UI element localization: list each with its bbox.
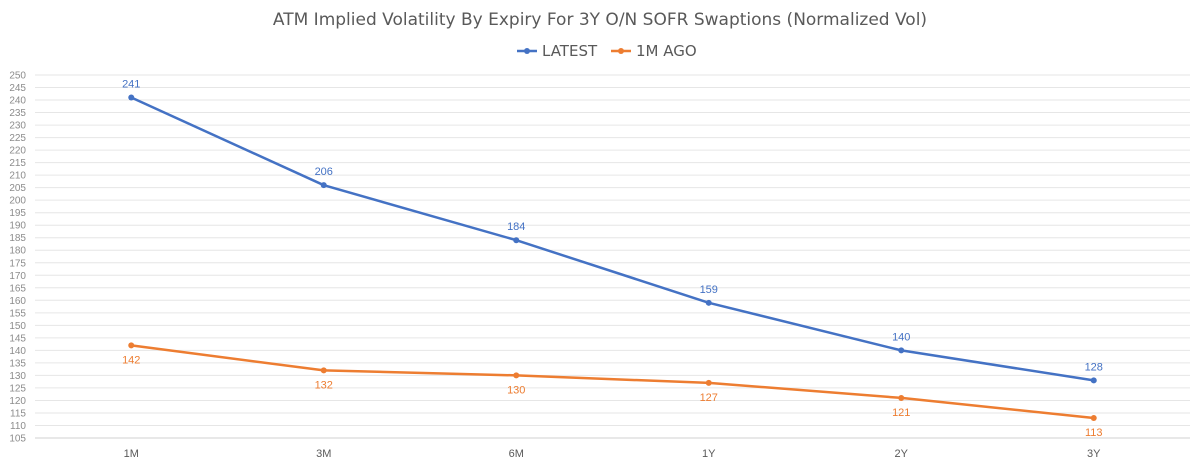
data-labels: 241 206 184 159 140 128 142 132 130 127 121 113 <box>122 79 1103 439</box>
y-tick-label: 230 <box>9 121 26 132</box>
y-tick-label: 180 <box>9 246 26 257</box>
y-tick-label: 170 <box>9 271 26 282</box>
y-tick-label: 245 <box>9 83 26 94</box>
y-tick-label: 150 <box>9 321 26 332</box>
data-label: 132 <box>315 379 333 391</box>
data-label: 241 <box>122 79 140 91</box>
data-label: 127 <box>700 392 718 404</box>
y-tick-label: 215 <box>9 158 26 169</box>
y-tick-label: 110 <box>10 421 26 432</box>
legend-label-1m-ago: 1M AGO <box>636 42 697 60</box>
x-axis: 1M 3M 6M 1Y 2Y 3Y <box>35 437 1190 460</box>
x-tick-label: 3M <box>316 448 331 460</box>
y-tick-label: 145 <box>9 333 26 344</box>
data-point <box>320 182 327 189</box>
y-tick-label: 200 <box>9 196 26 207</box>
data-label: 206 <box>315 166 333 178</box>
x-tick-label: 1M <box>124 448 139 460</box>
series-line-latest <box>130 96 1094 382</box>
y-tick-label: 195 <box>9 208 26 219</box>
y-tick-label: 155 <box>9 308 26 319</box>
y-tick-label: 125 <box>9 383 26 394</box>
data-label: 184 <box>507 221 525 233</box>
x-tick-label: 2Y <box>895 448 909 460</box>
legend-item-latest: LATEST <box>517 42 598 60</box>
data-point <box>898 394 905 401</box>
legend-marker-latest <box>524 48 530 54</box>
data-point <box>1090 414 1097 421</box>
data-label: 140 <box>892 331 910 343</box>
x-tick-label: 3Y <box>1087 448 1101 460</box>
data-point <box>513 372 520 379</box>
y-tick-label: 135 <box>9 358 26 369</box>
y-tick-label: 205 <box>9 183 26 194</box>
data-point <box>705 299 712 306</box>
y-tick-label: 105 <box>9 434 26 445</box>
data-label: 159 <box>700 284 718 296</box>
data-label: 128 <box>1085 361 1103 373</box>
y-tick-label: 225 <box>9 133 26 144</box>
y-tick-label: 250 <box>9 71 26 82</box>
x-tick-label: 6M <box>509 448 524 460</box>
series-layer <box>128 94 1097 421</box>
data-label: 142 <box>122 354 140 366</box>
y-tick-label: 185 <box>9 233 26 244</box>
gridlines <box>35 74 1190 439</box>
data-label: 121 <box>892 407 910 419</box>
y-tick-label: 190 <box>9 221 26 232</box>
data-point <box>898 347 905 354</box>
chart-title: ATM Implied Volatility By Expiry For 3Y … <box>273 10 927 30</box>
legend-label-latest: LATEST <box>542 42 598 60</box>
x-tick-label: 1Y <box>702 448 716 460</box>
legend-item-1m-ago: 1M AGO <box>611 42 697 60</box>
y-tick-label: 175 <box>9 258 26 269</box>
data-point <box>513 237 520 244</box>
y-tick-label: 120 <box>9 396 26 407</box>
legend: LATEST 1M AGO <box>517 42 697 60</box>
legend-marker-1m-ago <box>618 48 624 54</box>
data-point <box>320 367 327 374</box>
data-point <box>128 94 135 101</box>
y-tick-label: 130 <box>9 371 26 382</box>
y-tick-label: 165 <box>9 283 26 294</box>
data-point <box>705 379 712 386</box>
y-axis: 1051101151201251301351401451501551601651… <box>9 71 26 445</box>
y-tick-label: 160 <box>9 296 26 307</box>
series-line-1m-ago <box>131 344 1094 420</box>
data-point <box>128 342 135 349</box>
data-label: 130 <box>507 384 525 396</box>
data-point <box>1090 377 1097 384</box>
data-label: 113 <box>1085 427 1103 439</box>
y-tick-label: 210 <box>9 171 26 182</box>
y-tick-label: 240 <box>9 96 26 107</box>
y-tick-label: 140 <box>9 346 26 357</box>
y-tick-label: 115 <box>10 408 26 419</box>
y-tick-label: 220 <box>9 146 26 157</box>
y-tick-label: 235 <box>9 108 26 119</box>
